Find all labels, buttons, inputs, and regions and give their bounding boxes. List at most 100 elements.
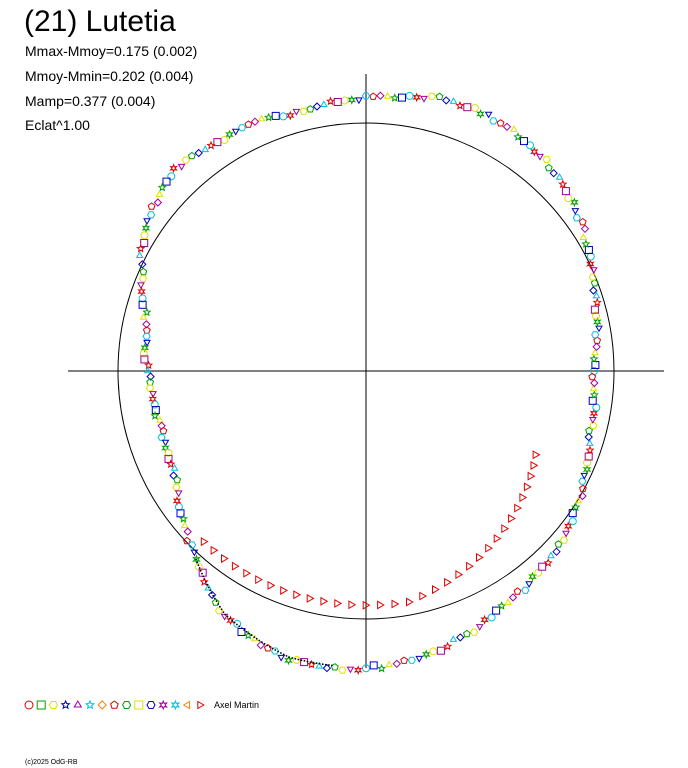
main-marker xyxy=(183,527,192,536)
highlight-marker xyxy=(334,598,343,608)
main-marker xyxy=(585,426,593,435)
main-marker xyxy=(166,459,176,469)
main-marker xyxy=(470,628,479,636)
trace-dot xyxy=(219,605,221,608)
highlight-marker xyxy=(280,585,288,595)
main-marker xyxy=(176,509,185,518)
trace-dot xyxy=(236,623,238,626)
main-marker xyxy=(143,366,152,374)
main-marker xyxy=(172,495,182,506)
main-marker xyxy=(592,403,601,412)
legend-symbol xyxy=(134,700,144,710)
main-marker xyxy=(572,214,581,222)
main-marker xyxy=(206,140,216,150)
highlight-marker xyxy=(320,596,329,606)
main-marker xyxy=(150,410,160,420)
trace-dot xyxy=(253,636,256,638)
main-marker xyxy=(405,91,414,100)
main-marker xyxy=(180,521,189,529)
highlight-marker xyxy=(508,514,516,523)
main-marker xyxy=(562,530,570,538)
main-marker xyxy=(211,598,220,606)
main-marker xyxy=(226,615,235,626)
legend-symbol xyxy=(97,700,107,710)
highlight-marker xyxy=(377,600,385,610)
main-marker xyxy=(589,354,599,363)
trace-dot xyxy=(201,572,203,575)
highlight-marker xyxy=(532,450,541,460)
main-marker xyxy=(590,279,599,287)
main-marker xyxy=(138,294,147,303)
trace-dot xyxy=(217,603,220,605)
highlight-marker xyxy=(200,537,209,547)
trace-dot xyxy=(226,615,229,618)
highlight-marker xyxy=(255,575,263,585)
legend-symbol xyxy=(197,700,205,710)
trace-dot xyxy=(282,653,285,656)
main-marker xyxy=(231,128,240,136)
main-marker xyxy=(581,239,591,248)
main-marker xyxy=(559,536,569,544)
main-marker xyxy=(213,138,222,147)
main-marker xyxy=(333,98,342,106)
stat-mmoy-mmin: Mmoy-Mmin=0.202 (0.004) xyxy=(25,68,194,84)
main-marker xyxy=(584,432,593,442)
trace-dot xyxy=(303,660,306,662)
trace-dot xyxy=(258,639,261,642)
highlight-series-markers xyxy=(200,450,541,610)
trace-dot xyxy=(277,650,279,653)
main-marker xyxy=(137,286,146,297)
legend-symbol xyxy=(158,699,168,711)
main-marker xyxy=(263,112,274,122)
main-marker xyxy=(312,102,322,111)
highlight-marker xyxy=(391,599,400,609)
main-marker xyxy=(369,661,378,670)
main-marker xyxy=(449,97,458,104)
main-marker xyxy=(145,384,155,392)
main-marker xyxy=(190,549,199,557)
main-marker xyxy=(589,422,598,430)
main-marker xyxy=(385,660,394,668)
main-marker xyxy=(244,120,253,128)
main-marker xyxy=(415,655,424,663)
highlight-marker xyxy=(432,585,440,595)
main-marker xyxy=(554,540,563,548)
main-marker xyxy=(463,629,471,638)
trace-dot xyxy=(288,656,291,659)
main-marker xyxy=(157,182,167,192)
main-marker xyxy=(319,100,328,107)
legend-symbol xyxy=(182,700,191,710)
main-marker xyxy=(470,104,479,112)
main-marker xyxy=(173,475,182,484)
highlight-marker xyxy=(267,580,276,590)
reference-circle xyxy=(117,122,615,620)
main-marker xyxy=(586,259,595,269)
main-marker xyxy=(139,349,148,358)
main-marker xyxy=(153,198,163,207)
trace-dot xyxy=(195,558,198,561)
main-marker xyxy=(436,646,445,655)
trace-dot xyxy=(228,617,231,620)
highlight-marker xyxy=(221,554,229,564)
trace-dot xyxy=(285,655,288,657)
main-marker xyxy=(271,111,280,120)
main-marker xyxy=(377,663,387,673)
legend-symbols xyxy=(24,699,205,711)
main-marker xyxy=(487,613,496,622)
main-marker xyxy=(564,194,573,203)
main-marker xyxy=(147,202,156,210)
legend-symbol xyxy=(146,701,156,709)
main-marker xyxy=(144,360,154,370)
main-marker xyxy=(347,94,357,105)
highlight-marker xyxy=(493,534,502,544)
highlight-marker xyxy=(476,552,484,562)
main-marker xyxy=(330,663,339,671)
stat-eclat: Eclat^1.00 xyxy=(25,117,90,133)
main-marker xyxy=(325,96,336,106)
main-marker xyxy=(588,372,597,381)
trace-dot xyxy=(238,625,241,628)
main-marker xyxy=(555,172,564,180)
main-marker xyxy=(183,536,191,545)
main-marker xyxy=(187,151,196,160)
main-marker xyxy=(390,93,400,102)
